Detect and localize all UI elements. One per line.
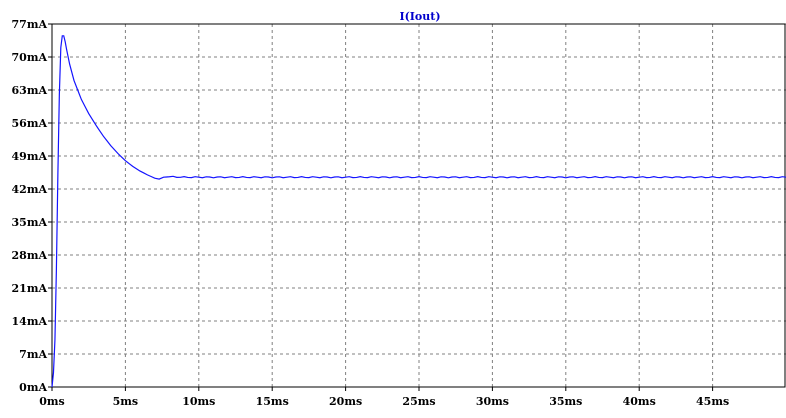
grid [52,23,786,387]
y-tick-label: 77mA [12,18,48,31]
y-tick-label: 0mA [19,381,47,394]
y-tick-label: 7mA [19,348,47,361]
x-tick-label: 45ms [696,395,729,408]
y-tick-label: 14mA [12,315,48,328]
y-tick-label: 63mA [12,84,48,97]
y-tick-label: 42mA [12,183,48,196]
y-tick-label: 56mA [12,117,48,130]
tick-labels: 0mA 7mA 14mA 21mA 28mA 35mA 42mA 49mA 56mA 63mA 70… [12,18,730,408]
x-tick-label: 5ms [113,395,139,408]
axes [48,23,786,391]
y-tick-label: 28mA [12,249,48,262]
x-tick-label: 10ms [182,395,215,408]
y-tick-label: 70mA [12,51,48,64]
chart-title[interactable]: I(Iout) [399,10,440,23]
y-tick-label: 49mA [12,150,48,163]
plot-frame [51,23,786,388]
x-tick-label: 25ms [402,395,435,408]
y-tick-label: 35mA [12,216,48,229]
x-tick-label: 0ms [39,395,65,408]
x-tick-label: 15ms [256,395,289,408]
x-tick-label: 35ms [549,395,582,408]
y-tick-label: 21mA [12,282,48,295]
x-tick-label: 20ms [329,395,362,408]
x-tick-label: 30ms [476,395,509,408]
series-line-iout[interactable] [51,35,786,388]
series-layer [51,35,786,388]
x-tick-label: 40ms [623,395,656,408]
